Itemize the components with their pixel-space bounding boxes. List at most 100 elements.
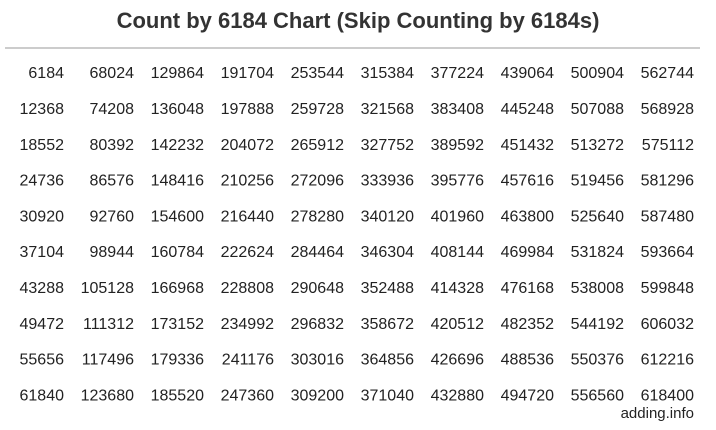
table-cell: 420512 xyxy=(431,316,484,333)
table-cell: 154600 xyxy=(151,208,204,225)
table-cell: 179336 xyxy=(151,352,204,369)
table-cell: 358672 xyxy=(361,316,414,333)
table-cell: 253544 xyxy=(291,65,344,82)
table-cell: 513272 xyxy=(571,137,624,154)
table-cell: 408144 xyxy=(431,244,484,261)
table-cell: 581296 xyxy=(641,173,694,190)
table-cell: 148416 xyxy=(151,173,204,190)
table-cell: 129864 xyxy=(151,65,204,82)
table-cell: 37104 xyxy=(20,244,65,261)
table-cell: 395776 xyxy=(431,173,484,190)
table-cell: 599848 xyxy=(641,280,694,297)
table-cell: 241176 xyxy=(222,352,274,369)
table-cell: 488536 xyxy=(501,352,554,369)
table-cell: 61840 xyxy=(20,387,65,404)
table-cell: 68024 xyxy=(90,65,135,82)
table-cell: 24736 xyxy=(20,173,65,190)
table-cell: 228808 xyxy=(221,280,274,297)
table-cell: 544192 xyxy=(571,316,624,333)
table-cell: 575112 xyxy=(642,137,694,154)
table-cell: 371040 xyxy=(361,387,414,404)
table-cell: 234992 xyxy=(221,316,274,333)
table-cell: 222624 xyxy=(221,244,274,261)
table-cell: 593664 xyxy=(641,244,694,261)
table-cell: 117496 xyxy=(82,352,134,369)
table-cell: 303016 xyxy=(291,352,344,369)
table-cell: 18552 xyxy=(20,137,65,154)
table-cell: 568928 xyxy=(641,101,694,118)
table-cell: 92760 xyxy=(90,208,135,225)
table-cell: 142232 xyxy=(151,137,204,154)
table-cell: 562744 xyxy=(641,65,694,82)
table-cell: 432880 xyxy=(431,387,484,404)
table-cell: 401960 xyxy=(431,208,484,225)
table-cell: 346304 xyxy=(361,244,414,261)
table-cell: 550376 xyxy=(571,352,624,369)
table-cell: 265912 xyxy=(291,137,344,154)
table-cell: 618400 xyxy=(641,387,694,404)
table-cell: 6184 xyxy=(28,65,64,82)
table-cell: 160784 xyxy=(151,244,204,261)
table-cell: 111312 xyxy=(83,316,134,333)
table-cell: 383408 xyxy=(431,101,484,118)
table-cell: 55656 xyxy=(20,352,65,369)
table-cell: 525640 xyxy=(571,208,624,225)
table-cell: 352488 xyxy=(361,280,414,297)
table-cell: 389592 xyxy=(431,137,484,154)
table-cell: 531824 xyxy=(571,244,624,261)
title: Count by 6184 Chart (Skip Counting by 61… xyxy=(117,8,600,33)
table-cell: 439064 xyxy=(501,65,554,82)
table-cell: 519456 xyxy=(571,173,624,190)
table-cell: 216440 xyxy=(221,208,274,225)
table-cell: 414328 xyxy=(431,280,484,297)
table-cell: 210256 xyxy=(221,173,274,190)
table-cell: 259728 xyxy=(291,101,344,118)
table-cell: 185520 xyxy=(151,387,204,404)
table-cell: 494720 xyxy=(501,387,554,404)
table-cell: 333936 xyxy=(361,173,414,190)
table-cell: 43288 xyxy=(20,280,65,297)
table-cell: 197888 xyxy=(221,101,274,118)
table-cell: 284464 xyxy=(291,244,344,261)
table-cell: 507088 xyxy=(571,101,624,118)
table-cell: 105128 xyxy=(81,280,134,297)
table-cell: 166968 xyxy=(151,280,204,297)
table-cell: 612216 xyxy=(641,352,694,369)
table-cell: 98944 xyxy=(90,244,135,261)
table-cell: 296832 xyxy=(291,316,344,333)
source: adding.info xyxy=(621,405,694,422)
table-cell: 457616 xyxy=(501,173,554,190)
table-cell: 327752 xyxy=(361,137,414,154)
table-cell: 204072 xyxy=(221,137,274,154)
table-cell: 30920 xyxy=(20,208,65,225)
table-cell: 272096 xyxy=(291,173,344,190)
table-cell: 500904 xyxy=(571,65,624,82)
table-cell: 482352 xyxy=(501,316,554,333)
table-cell: 49472 xyxy=(20,316,65,333)
table-cell: 377224 xyxy=(431,65,484,82)
table-cell: 290648 xyxy=(291,280,344,297)
table-cell: 278280 xyxy=(291,208,344,225)
table-cell: 74208 xyxy=(90,101,135,118)
table-cell: 451432 xyxy=(501,137,554,154)
table-cell: 556560 xyxy=(571,387,624,404)
table-cell: 469984 xyxy=(501,244,554,261)
table-cell: 321568 xyxy=(361,101,414,118)
table-cell: 587480 xyxy=(641,208,694,225)
table-cell: 538008 xyxy=(571,280,624,297)
table-cell: 247360 xyxy=(221,387,274,404)
table-cell: 173152 xyxy=(151,316,204,333)
table-cell: 340120 xyxy=(361,208,414,225)
table-cell: 12368 xyxy=(20,101,65,118)
table-cell: 315384 xyxy=(361,65,414,82)
table-cell: 86576 xyxy=(90,173,135,190)
table-cell: 80392 xyxy=(90,137,135,154)
table-cell: 426696 xyxy=(431,352,484,369)
table-cell: 123680 xyxy=(81,387,134,404)
table-cell: 309200 xyxy=(291,387,344,404)
table-cell: 191704 xyxy=(221,65,274,82)
table-cell: 364856 xyxy=(361,352,414,369)
table-cell: 606032 xyxy=(641,316,694,333)
table-cell: 136048 xyxy=(151,101,204,118)
